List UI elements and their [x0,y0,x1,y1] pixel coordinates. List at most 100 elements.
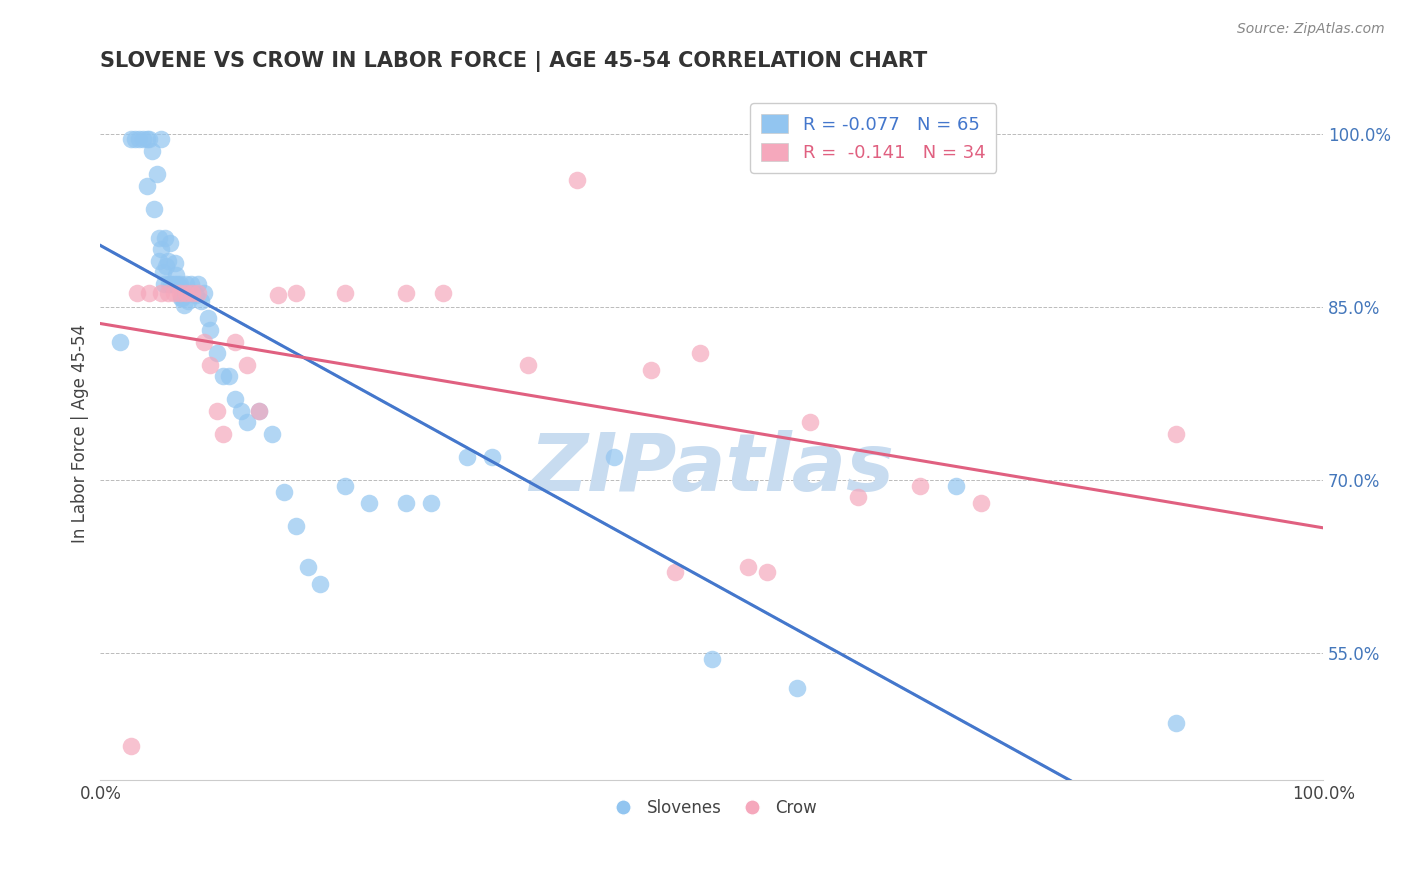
Point [848,491,870,505]
Point [297,559,319,574]
Point [689,346,711,360]
Point [152,265,174,279]
Y-axis label: In Labor Force | Age 45-54: In Labor Force | Age 45-54 [72,325,89,543]
Text: Source: ZipAtlas.com: Source: ZipAtlas.com [1237,22,1385,37]
Point [737,559,759,574]
Point [163,286,186,301]
Point [180,277,202,291]
Point [786,681,808,695]
Text: ZIPatlas: ZIPatlas [529,430,894,508]
Point [153,277,176,291]
Point [160,277,183,291]
Point [150,242,173,256]
Point [211,426,233,441]
Point [150,132,173,146]
Point [143,202,166,216]
Point [200,323,222,337]
Point [190,294,212,309]
Point [945,479,967,493]
Point [247,404,270,418]
Point [193,334,215,349]
Point [333,479,356,493]
Point [156,286,179,301]
Point [481,450,503,464]
Point [150,286,173,301]
Point [755,566,778,580]
Point [640,363,662,377]
Point [173,297,195,311]
Point [148,230,170,244]
Point [200,358,222,372]
Point [167,279,190,293]
Point [218,369,240,384]
Point [359,496,381,510]
Point [181,286,204,301]
Point [395,496,418,510]
Point [132,132,155,146]
Point [193,286,215,301]
Point [205,346,228,360]
Point [135,132,157,146]
Point [169,277,191,291]
Point [159,236,181,251]
Point [163,277,186,291]
Point [141,144,163,158]
Text: SLOVENE VS CROW IN LABOR FORCE | AGE 45-54 CORRELATION CHART: SLOVENE VS CROW IN LABOR FORCE | AGE 45-… [100,51,928,71]
Point [664,566,686,580]
Point [419,496,441,510]
Point [456,450,478,464]
Point [247,404,270,418]
Point [236,415,259,429]
Point [120,739,142,753]
Point [187,286,209,301]
Point [166,277,188,291]
Point [174,277,197,291]
Point [120,132,142,146]
Point [138,132,160,146]
Point [165,268,187,282]
Point [170,291,193,305]
Point [108,334,131,349]
Point [309,577,332,591]
Point [395,286,418,301]
Point [157,277,180,291]
Point [517,358,540,372]
Point [1166,426,1188,441]
Point [128,132,150,146]
Point [148,253,170,268]
Point [266,288,288,302]
Point [169,286,191,301]
Point [145,167,167,181]
Point [135,178,157,193]
Point [125,286,148,301]
Point [236,358,259,372]
Point [197,311,219,326]
Point [187,277,209,291]
Point [155,260,177,274]
Point [181,286,204,301]
Point [124,132,146,146]
Point [156,253,179,268]
Point [153,230,176,244]
Point [432,286,454,301]
Point [333,286,356,301]
Point [177,294,200,309]
Point [567,173,589,187]
Point [205,404,228,418]
Point [285,519,308,533]
Point [285,286,308,301]
Point [273,484,295,499]
Point [163,256,186,270]
Legend: Slovenes, Crow: Slovenes, Crow [600,793,824,824]
Point [799,415,821,429]
Point [603,450,626,464]
Point [1166,715,1188,730]
Point [138,286,160,301]
Point [908,479,931,493]
Point [211,369,233,384]
Point [172,291,194,305]
Point [970,496,993,510]
Point [224,392,246,407]
Point [184,288,207,302]
Point [229,404,252,418]
